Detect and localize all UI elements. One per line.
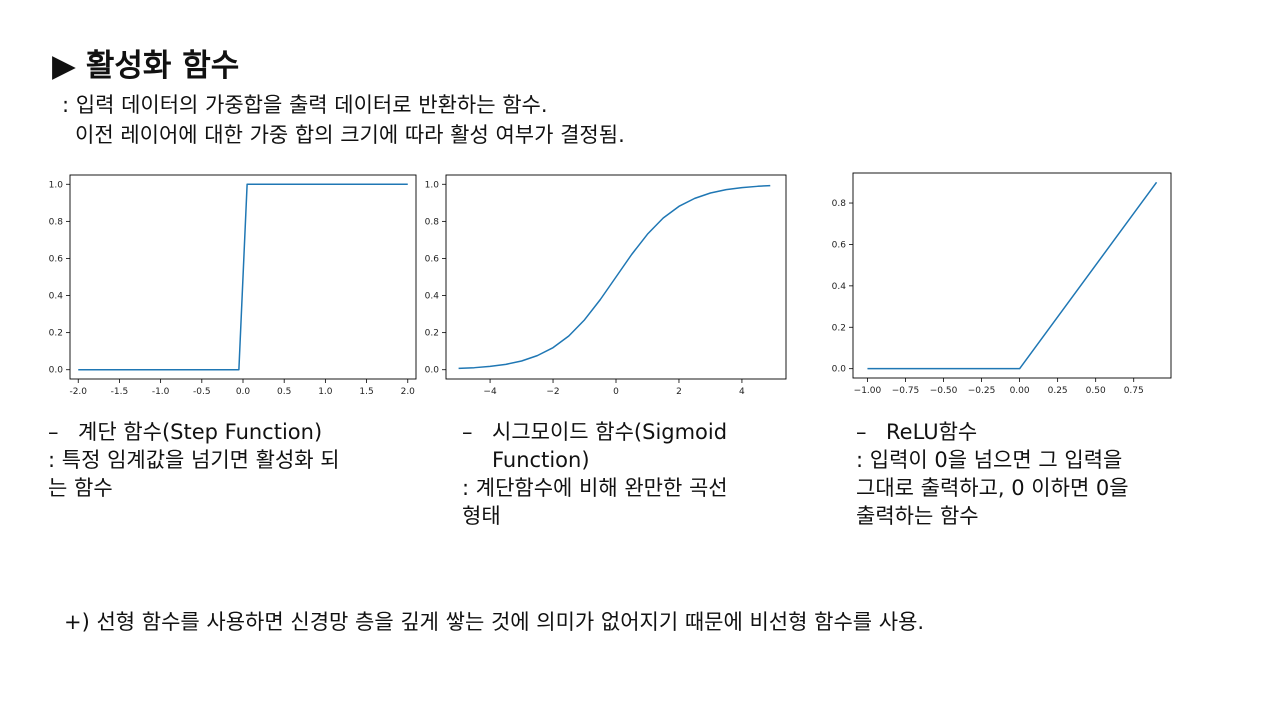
step-description: – 계단 함수(Step Function) : 특정 임계값을 넘기면 활성화 …: [48, 418, 340, 502]
step-desc-line-1: : 특정 임계값을 넘기면 활성화 되: [48, 448, 340, 472]
intro-text: : 입력 데이터의 가중합을 출력 데이터로 반환하는 함수. 이전 레이어에 …: [62, 90, 625, 150]
x-tick-label: 1.0: [318, 387, 333, 397]
play-icon: ▶: [52, 48, 76, 84]
y-tick-label: 0.4: [832, 282, 847, 292]
x-tick-label: −4: [483, 387, 497, 397]
y-tick-label: 0.8: [49, 217, 64, 227]
intro-line-2: 이전 레이어에 대한 가중 합의 크기에 따라 활성 여부가 결정됨.: [75, 123, 625, 147]
x-tick-label: 2: [676, 387, 682, 397]
x-tick-label: −0.25: [968, 386, 996, 396]
series-line: [78, 183, 408, 371]
x-tick-label: 0.50: [1086, 386, 1106, 396]
y-tick-label: 0.8: [425, 217, 440, 227]
y-tick-label: 1.0: [49, 180, 64, 190]
y-tick-label: 0.4: [49, 292, 64, 302]
x-tick-label: −0.75: [892, 386, 920, 396]
x-tick-label: −0.50: [930, 386, 958, 396]
step-desc-line-2: 는 함수: [48, 476, 113, 500]
y-tick-label: 0.4: [425, 292, 440, 302]
y-tick-label: 0.0: [425, 366, 440, 376]
x-tick-label: −1.00: [854, 386, 882, 396]
y-tick-label: 0.0: [49, 366, 64, 376]
x-tick-label: 4: [739, 387, 745, 397]
y-tick-label: 0.2: [49, 329, 63, 339]
x-tick-label: 0.25: [1048, 386, 1068, 396]
series-line: [458, 184, 771, 370]
relu-desc-line-3: 출력하는 함수: [856, 504, 979, 528]
y-tick-label: 0.6: [49, 254, 64, 264]
x-tick-label: 0.0: [236, 387, 251, 397]
x-tick-label: −2: [546, 387, 559, 397]
y-tick-label: 0.0: [832, 365, 847, 375]
sigmoid-description: – 시그모이드 함수(Sigmoid Function) : 계단함수에 비해 완…: [462, 418, 728, 530]
y-tick-label: 0.2: [425, 329, 439, 339]
sigmoid-heading-line-1: 시그모이드 함수(Sigmoid: [492, 420, 728, 444]
step-function-chart: -2.0 -1.5 -1.0 -0.5 0.0 0.5 1.0 1.5 2.0 0.0 0.2 0.4…: [30, 170, 417, 404]
relu-desc-line-1: : 입력이 0을 넘으면 그 입력을: [856, 448, 1123, 472]
x-tick-label: 0.00: [1010, 386, 1030, 396]
x-tick-label: -1.0: [152, 387, 170, 397]
x-tick-label: 0.5: [277, 387, 291, 397]
intro-line-1: : 입력 데이터의 가중합을 출력 데이터로 반환하는 함수.: [62, 93, 548, 117]
y-tick-label: 0.8: [832, 199, 847, 209]
y-tick-label: 0.2: [832, 323, 846, 333]
footnote: +) 선형 함수를 사용하면 신경망 층을 깊게 쌓는 것에 의미가 없어지기 …: [64, 610, 925, 634]
sigmoid-desc-line-1: : 계단함수에 비해 완만한 곡선: [462, 476, 728, 500]
x-tick-label: 1.5: [359, 387, 373, 397]
x-tick-label: 2.0: [401, 387, 416, 397]
title-text: 활성화 함수: [85, 48, 240, 84]
relu-desc-line-2: 그대로 출력하고, 0 이하면 0을: [856, 476, 1129, 500]
sigmoid-heading-line-2: Function): [492, 448, 590, 472]
dash-marker: –: [48, 420, 59, 444]
relu-description: – ReLU함수 : 입력이 0을 넘으면 그 입력을 그대로 출력하고, 0 이…: [856, 418, 1129, 530]
x-tick-label: -2.0: [69, 387, 87, 397]
y-tick-label: 1.0: [425, 180, 440, 190]
relu-heading: ReLU함수: [886, 420, 978, 444]
y-tick-label: 0.6: [832, 240, 847, 250]
y-tick-label: 0.6: [425, 254, 440, 264]
sigmoid-desc-line-2: 형태: [462, 504, 501, 528]
step-heading: 계단 함수(Step Function): [78, 420, 323, 444]
page-title: ▶ 활성화 함수: [52, 40, 239, 85]
dash-marker: –: [856, 420, 867, 444]
sigmoid-function-chart: −4 −2 0 2 4 0.0 0.2 0.4 0.6 0.8 1.0: [410, 170, 800, 404]
x-tick-label: 0.75: [1124, 386, 1144, 396]
dash-marker: –: [462, 420, 473, 444]
series-line: [867, 181, 1158, 370]
relu-function-chart: −1.00 −0.75 −0.50 −0.25 0.00 0.25 0.50 0.75 0.0 0…: [805, 170, 1185, 404]
x-tick-label: -1.5: [111, 387, 129, 397]
x-tick-label: -0.5: [193, 387, 211, 397]
plot-frame: [852, 172, 1172, 379]
x-tick-label: 0: [613, 387, 619, 397]
